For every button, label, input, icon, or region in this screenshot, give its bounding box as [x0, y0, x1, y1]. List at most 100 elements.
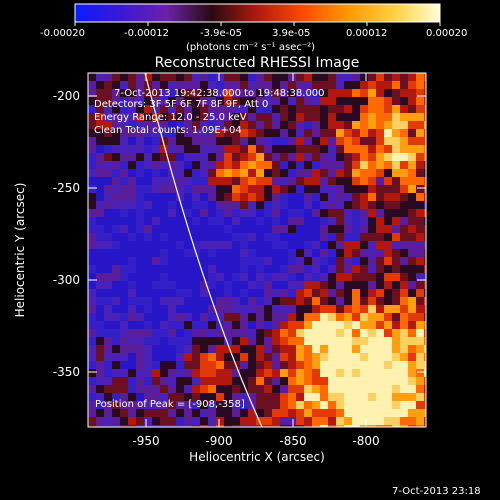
image-pixel	[320, 305, 328, 313]
image-pixel	[304, 257, 312, 265]
image-pixel	[248, 113, 256, 121]
image-pixel	[280, 321, 288, 329]
image-pixel	[368, 161, 376, 169]
image-pixel	[312, 337, 320, 345]
image-pixel	[224, 273, 232, 281]
image-pixel	[304, 217, 312, 225]
image-pixel	[184, 273, 192, 281]
image-pixel	[128, 281, 136, 289]
image-pixel	[224, 321, 232, 329]
image-pixel	[384, 369, 392, 377]
image-pixel	[216, 169, 224, 177]
image-pixel	[128, 201, 136, 209]
image-pixel	[88, 361, 96, 369]
image-pixel	[320, 345, 328, 353]
image-pixel	[168, 129, 176, 137]
image-pixel	[208, 201, 216, 209]
image-pixel	[264, 321, 272, 329]
image-pixel	[160, 81, 168, 89]
image-pixel	[176, 321, 184, 329]
image-pixel	[360, 193, 368, 201]
image-pixel	[352, 321, 360, 329]
image-pixel	[248, 297, 256, 305]
image-pixel	[128, 401, 136, 409]
image-pixel	[192, 161, 200, 169]
image-pixel	[136, 273, 144, 281]
image-pixel	[336, 201, 344, 209]
image-pixel	[184, 73, 192, 81]
image-pixel	[400, 161, 408, 169]
image-pixel	[256, 289, 264, 297]
image-pixel	[192, 337, 200, 345]
image-pixel	[288, 153, 296, 161]
image-pixel	[136, 265, 144, 273]
image-pixel	[160, 89, 168, 97]
image-pixel	[264, 401, 272, 409]
image-pixel	[288, 281, 296, 289]
image-pixel	[392, 361, 400, 369]
image-pixel	[256, 361, 264, 369]
image-pixel	[152, 137, 160, 145]
image-pixel	[288, 305, 296, 313]
image-pixel	[104, 129, 112, 137]
image-pixel	[144, 137, 152, 145]
image-pixel	[104, 201, 112, 209]
image-pixel	[288, 145, 296, 153]
image-pixel	[176, 145, 184, 153]
image-pixel	[384, 393, 392, 401]
image-pixel	[384, 233, 392, 241]
image-pixel	[88, 377, 96, 385]
image-pixel	[376, 209, 384, 217]
image-pixel	[256, 249, 264, 257]
image-pixel	[288, 193, 296, 201]
image-pixel	[376, 265, 384, 273]
image-pixel	[208, 265, 216, 273]
image-pixel	[344, 409, 352, 417]
image-pixel	[400, 241, 408, 249]
image-pixel	[312, 417, 320, 425]
image-pixel	[192, 417, 200, 425]
image-pixel	[192, 409, 200, 417]
image-pixel	[272, 249, 280, 257]
image-pixel	[88, 113, 96, 121]
image-pixel	[176, 73, 184, 81]
image-pixel	[352, 305, 360, 313]
image-pixel	[392, 185, 400, 193]
image-pixel	[368, 137, 376, 145]
image-pixel	[344, 257, 352, 265]
image-pixel	[96, 217, 104, 225]
image-pixel	[152, 89, 160, 97]
image-pixel	[424, 409, 426, 417]
image-pixel	[208, 377, 216, 385]
image-pixel	[168, 193, 176, 201]
image-pixel	[256, 169, 264, 177]
image-pixel	[136, 169, 144, 177]
image-pixel	[256, 297, 264, 305]
image-pixel	[352, 409, 360, 417]
image-pixel	[280, 361, 288, 369]
image-pixel	[392, 113, 400, 121]
image-pixel	[152, 153, 160, 161]
image-pixel	[320, 313, 328, 321]
image-pixel	[400, 289, 408, 297]
image-pixel	[168, 137, 176, 145]
image-pixel	[392, 329, 400, 337]
image-pixel	[192, 313, 200, 321]
image-pixel	[88, 73, 96, 81]
image-pixel	[408, 417, 416, 425]
image-pixel	[408, 281, 416, 289]
image-pixel	[96, 329, 104, 337]
image-pixel	[424, 153, 426, 161]
image-pixel	[336, 345, 344, 353]
image-pixel	[120, 257, 128, 265]
image-pixel	[96, 425, 104, 427]
image-pixel	[216, 145, 224, 153]
image-pixel	[136, 393, 144, 401]
image-pixel	[232, 145, 240, 153]
image-pixel	[136, 369, 144, 377]
image-pixel	[152, 305, 160, 313]
image-pixel	[144, 145, 152, 153]
image-pixel	[304, 161, 312, 169]
image-pixel	[192, 233, 200, 241]
image-pixel	[208, 417, 216, 425]
